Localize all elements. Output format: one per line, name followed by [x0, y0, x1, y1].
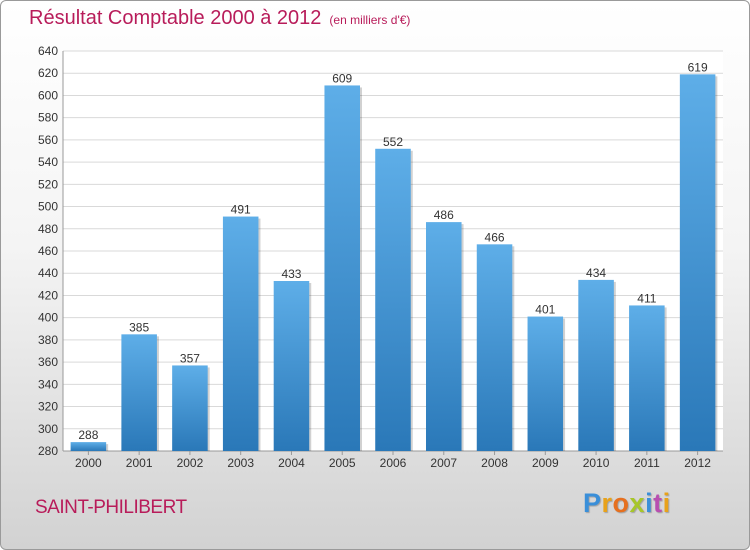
y-tick-label: 520: [38, 177, 58, 191]
y-tick-label: 540: [38, 155, 58, 169]
plot-area: 280 300 320 340 360 380 400 420 440 460 480 500 520 5…: [38, 44, 723, 470]
y-tick-label: 320: [38, 400, 58, 414]
y-tick-label: 300: [38, 422, 58, 436]
x-tick-label: 2005: [329, 456, 356, 470]
x-tick-label: 2009: [532, 456, 559, 470]
y-tick-label: 580: [38, 111, 58, 125]
data-label: 609: [332, 71, 352, 85]
x-tick-label: 2010: [583, 456, 610, 470]
y-tick-label: 280: [38, 444, 58, 458]
logo-letter: i: [662, 488, 671, 518]
data-label: 385: [129, 320, 149, 334]
y-tick-label: 460: [38, 244, 58, 258]
bar[interactable]: [527, 316, 564, 451]
chart-title: Résultat Comptable 2000 à 2012: [29, 7, 322, 29]
x-tick-label: 2007: [430, 456, 457, 470]
bar[interactable]: [679, 74, 716, 451]
y-tick-label: 340: [38, 377, 58, 391]
chart-subtitle: (en milliers d'€): [329, 13, 411, 27]
x-tick-label: 2001: [126, 456, 153, 470]
logo-letter: r: [601, 488, 613, 518]
x-tick-label: 2000: [75, 456, 102, 470]
logo-letter: o: [612, 488, 630, 518]
bar[interactable]: [324, 85, 360, 451]
data-label: 433: [281, 267, 301, 281]
data-label: 434: [586, 266, 606, 280]
data-label: 619: [688, 60, 708, 74]
bar[interactable]: [70, 442, 107, 451]
y-tick-label: 360: [38, 355, 58, 369]
logo-letter: i: [645, 488, 654, 518]
x-tick-label: 2002: [177, 456, 204, 470]
bar[interactable]: [375, 148, 411, 451]
y-tick-label: 620: [38, 66, 58, 80]
location-name: SAINT-PHILIBERT: [35, 497, 187, 518]
x-tick-label: 2004: [278, 456, 305, 470]
bar[interactable]: [476, 244, 513, 451]
data-label: 491: [231, 203, 251, 217]
bar[interactable]: [629, 305, 665, 451]
y-tick-label: 400: [38, 311, 58, 325]
data-label: 466: [485, 230, 505, 244]
data-label: 486: [434, 208, 454, 222]
x-tick-label: 2012: [684, 456, 711, 470]
y-tick-label: 440: [38, 266, 58, 280]
bar[interactable]: [578, 279, 614, 451]
logo-letter: t: [653, 488, 663, 518]
data-label: 401: [535, 303, 555, 317]
title-row: Résultat Comptable 2000 à 2012 (en millie…: [29, 7, 410, 30]
x-tick-label: 2006: [380, 456, 407, 470]
bar[interactable]: [426, 222, 462, 451]
y-tick-label: 600: [38, 88, 58, 102]
x-tick-label: 2003: [227, 456, 254, 470]
data-label: 357: [180, 351, 200, 365]
data-label: 288: [78, 428, 98, 442]
data-label: 411: [637, 291, 656, 305]
x-tick-label: 2011: [634, 456, 660, 470]
bar[interactable]: [172, 365, 208, 451]
y-tick-label: 640: [38, 44, 58, 58]
y-tick-label: 380: [38, 333, 58, 347]
y-tick-label: 560: [38, 133, 58, 147]
bar[interactable]: [121, 334, 157, 451]
y-tick-label: 500: [38, 200, 58, 214]
logo-letter: P: [583, 488, 602, 518]
bar[interactable]: [273, 281, 310, 451]
data-label: 552: [383, 135, 403, 149]
x-tick-label: 2008: [481, 456, 508, 470]
y-tick-label: 420: [38, 288, 58, 302]
logo-letter: x: [629, 488, 646, 518]
y-tick-label: 480: [38, 222, 58, 236]
proxiti-logo[interactable]: Proxiti: [583, 488, 671, 519]
bar[interactable]: [222, 216, 259, 451]
